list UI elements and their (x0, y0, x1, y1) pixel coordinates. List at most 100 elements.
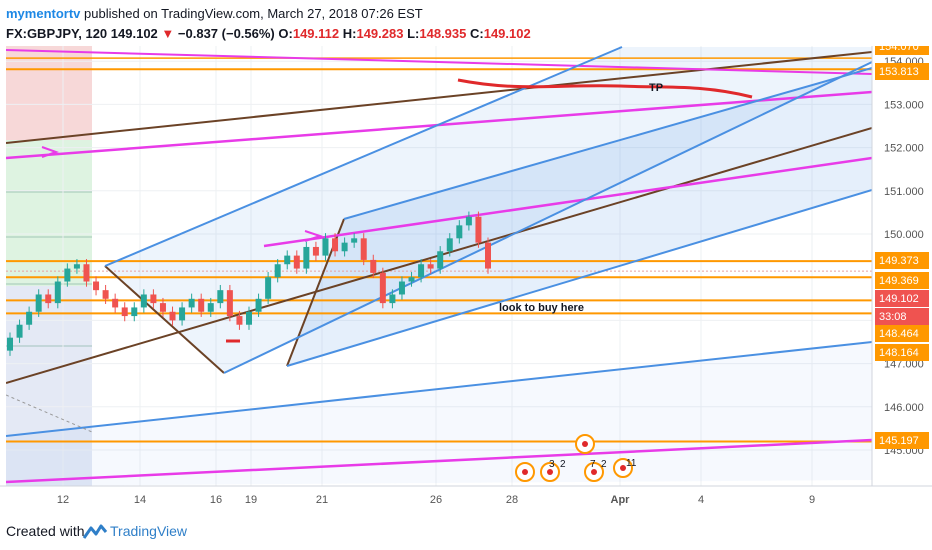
candle-body (35, 294, 42, 312)
event-markers (515, 434, 633, 482)
candle-body (437, 251, 444, 269)
channel-blue-upper (104, 46, 623, 267)
candle-body (284, 255, 291, 265)
candle-body (265, 277, 272, 299)
candle-body (7, 337, 13, 351)
candle-body (418, 264, 425, 278)
last-price: 149.102 (110, 26, 158, 41)
candle-body (446, 238, 453, 252)
candle-body (188, 298, 195, 308)
price-tag (875, 63, 929, 80)
price-change: −0.837 (−0.56%) (177, 26, 275, 41)
plot-area (6, 46, 872, 486)
price-tag (875, 325, 929, 342)
price-tag (875, 252, 929, 269)
buy-annotation: look to buy here (499, 302, 584, 314)
arrow-marker-1 (41, 146, 59, 158)
tradingview-brand[interactable]: TradingView (110, 523, 188, 539)
high-value: 149.283 (356, 26, 404, 41)
y-tick-label: 146.000 (884, 402, 924, 414)
x-tick-label: 12 (57, 494, 69, 506)
price-tag (875, 290, 929, 307)
publish-line: mymentortv published on TradingView.com,… (6, 6, 423, 21)
price-tag (875, 272, 929, 289)
x-tick-label: 16 (210, 494, 222, 506)
candle-body (485, 242, 491, 269)
trendline-magenta-diag (6, 49, 872, 75)
candle-body (312, 246, 319, 256)
tp-curve (457, 78, 753, 99)
range-shade-red (6, 46, 92, 140)
zigzag-brown-1 (104, 265, 225, 374)
created-with-label: Created with (6, 523, 85, 539)
candle-body (465, 216, 472, 226)
candle-body (140, 294, 147, 308)
candle-body (274, 264, 281, 278)
trendline-blue-bottom (6, 341, 872, 437)
price-tag (875, 308, 929, 325)
candle-body (16, 324, 23, 338)
y-tick-label: 150.000 (884, 229, 924, 241)
candle-body (121, 307, 128, 317)
event-count: 2 (560, 459, 566, 470)
candle-body (341, 242, 348, 252)
candle-body (351, 238, 358, 243)
range-shade-blue (6, 286, 92, 486)
event-dot-icon (620, 465, 626, 471)
high-label: H: (342, 26, 357, 41)
y-tick-label: 151.000 (884, 186, 924, 198)
candle-body (198, 298, 205, 312)
candle-body (246, 311, 252, 325)
x-tick-label: 26 (430, 494, 442, 506)
candle-body (54, 281, 61, 304)
candle-body (159, 303, 166, 312)
x-tick-label: 4 (698, 494, 704, 506)
candle-body (332, 238, 339, 252)
event-count: 2 (601, 459, 607, 470)
symbol-label[interactable]: FX:GBPJPY, 120 (6, 26, 108, 41)
candle-body (102, 290, 109, 299)
event-count: 3 (549, 459, 555, 470)
candle-body (456, 225, 463, 239)
candle-body (93, 281, 100, 291)
trendline-magenta-bottom (6, 438, 872, 484)
candle-body (255, 298, 262, 312)
open-label: O: (278, 26, 293, 41)
price-tag (875, 46, 929, 55)
candle-body (408, 277, 415, 282)
close-value: 149.102 (483, 26, 531, 41)
price-tag-value: 149.102 (879, 293, 919, 305)
y-tick-label: 152.000 (884, 143, 924, 155)
open-value: 149.112 (292, 26, 340, 41)
candle-body (112, 298, 119, 308)
author-link[interactable]: mymentortv (6, 6, 81, 21)
price-tag-value: 33:08 (879, 311, 907, 323)
y-tick-label: 147.000 (884, 359, 924, 371)
x-tick-label: 9 (809, 494, 815, 506)
range-shade-green (6, 140, 92, 286)
x-tick-label: 14 (134, 494, 146, 506)
event-dot-icon (522, 469, 528, 475)
candle-body (169, 311, 176, 321)
dashed-projection (6, 394, 93, 433)
candle-body (322, 238, 329, 256)
channel-blue-small-lower (286, 189, 872, 367)
event-dot-icon (582, 441, 588, 447)
candle-body (360, 238, 367, 260)
low-label: L: (407, 26, 420, 41)
price-tag-value: 148.164 (879, 347, 919, 359)
footer: Created with TradingView (0, 514, 932, 550)
down-arrow-icon: ▼ (161, 26, 175, 41)
candle-body (179, 307, 186, 321)
y-tick-label: 153.000 (884, 99, 924, 111)
channel-fill-small (287, 68, 872, 366)
price-tag-value: 154.070 (879, 46, 919, 53)
ohlc-line: FX:GBPJPY, 120 149.102 ▼ −0.837 (−0.56%)… (6, 26, 531, 41)
price-tag (875, 432, 929, 449)
price-tag-value: 153.813 (879, 66, 919, 78)
candle-body (293, 255, 300, 269)
channel-blue-lower (223, 61, 872, 374)
trendline-magenta-mid (263, 156, 872, 248)
candle-body (131, 307, 138, 317)
